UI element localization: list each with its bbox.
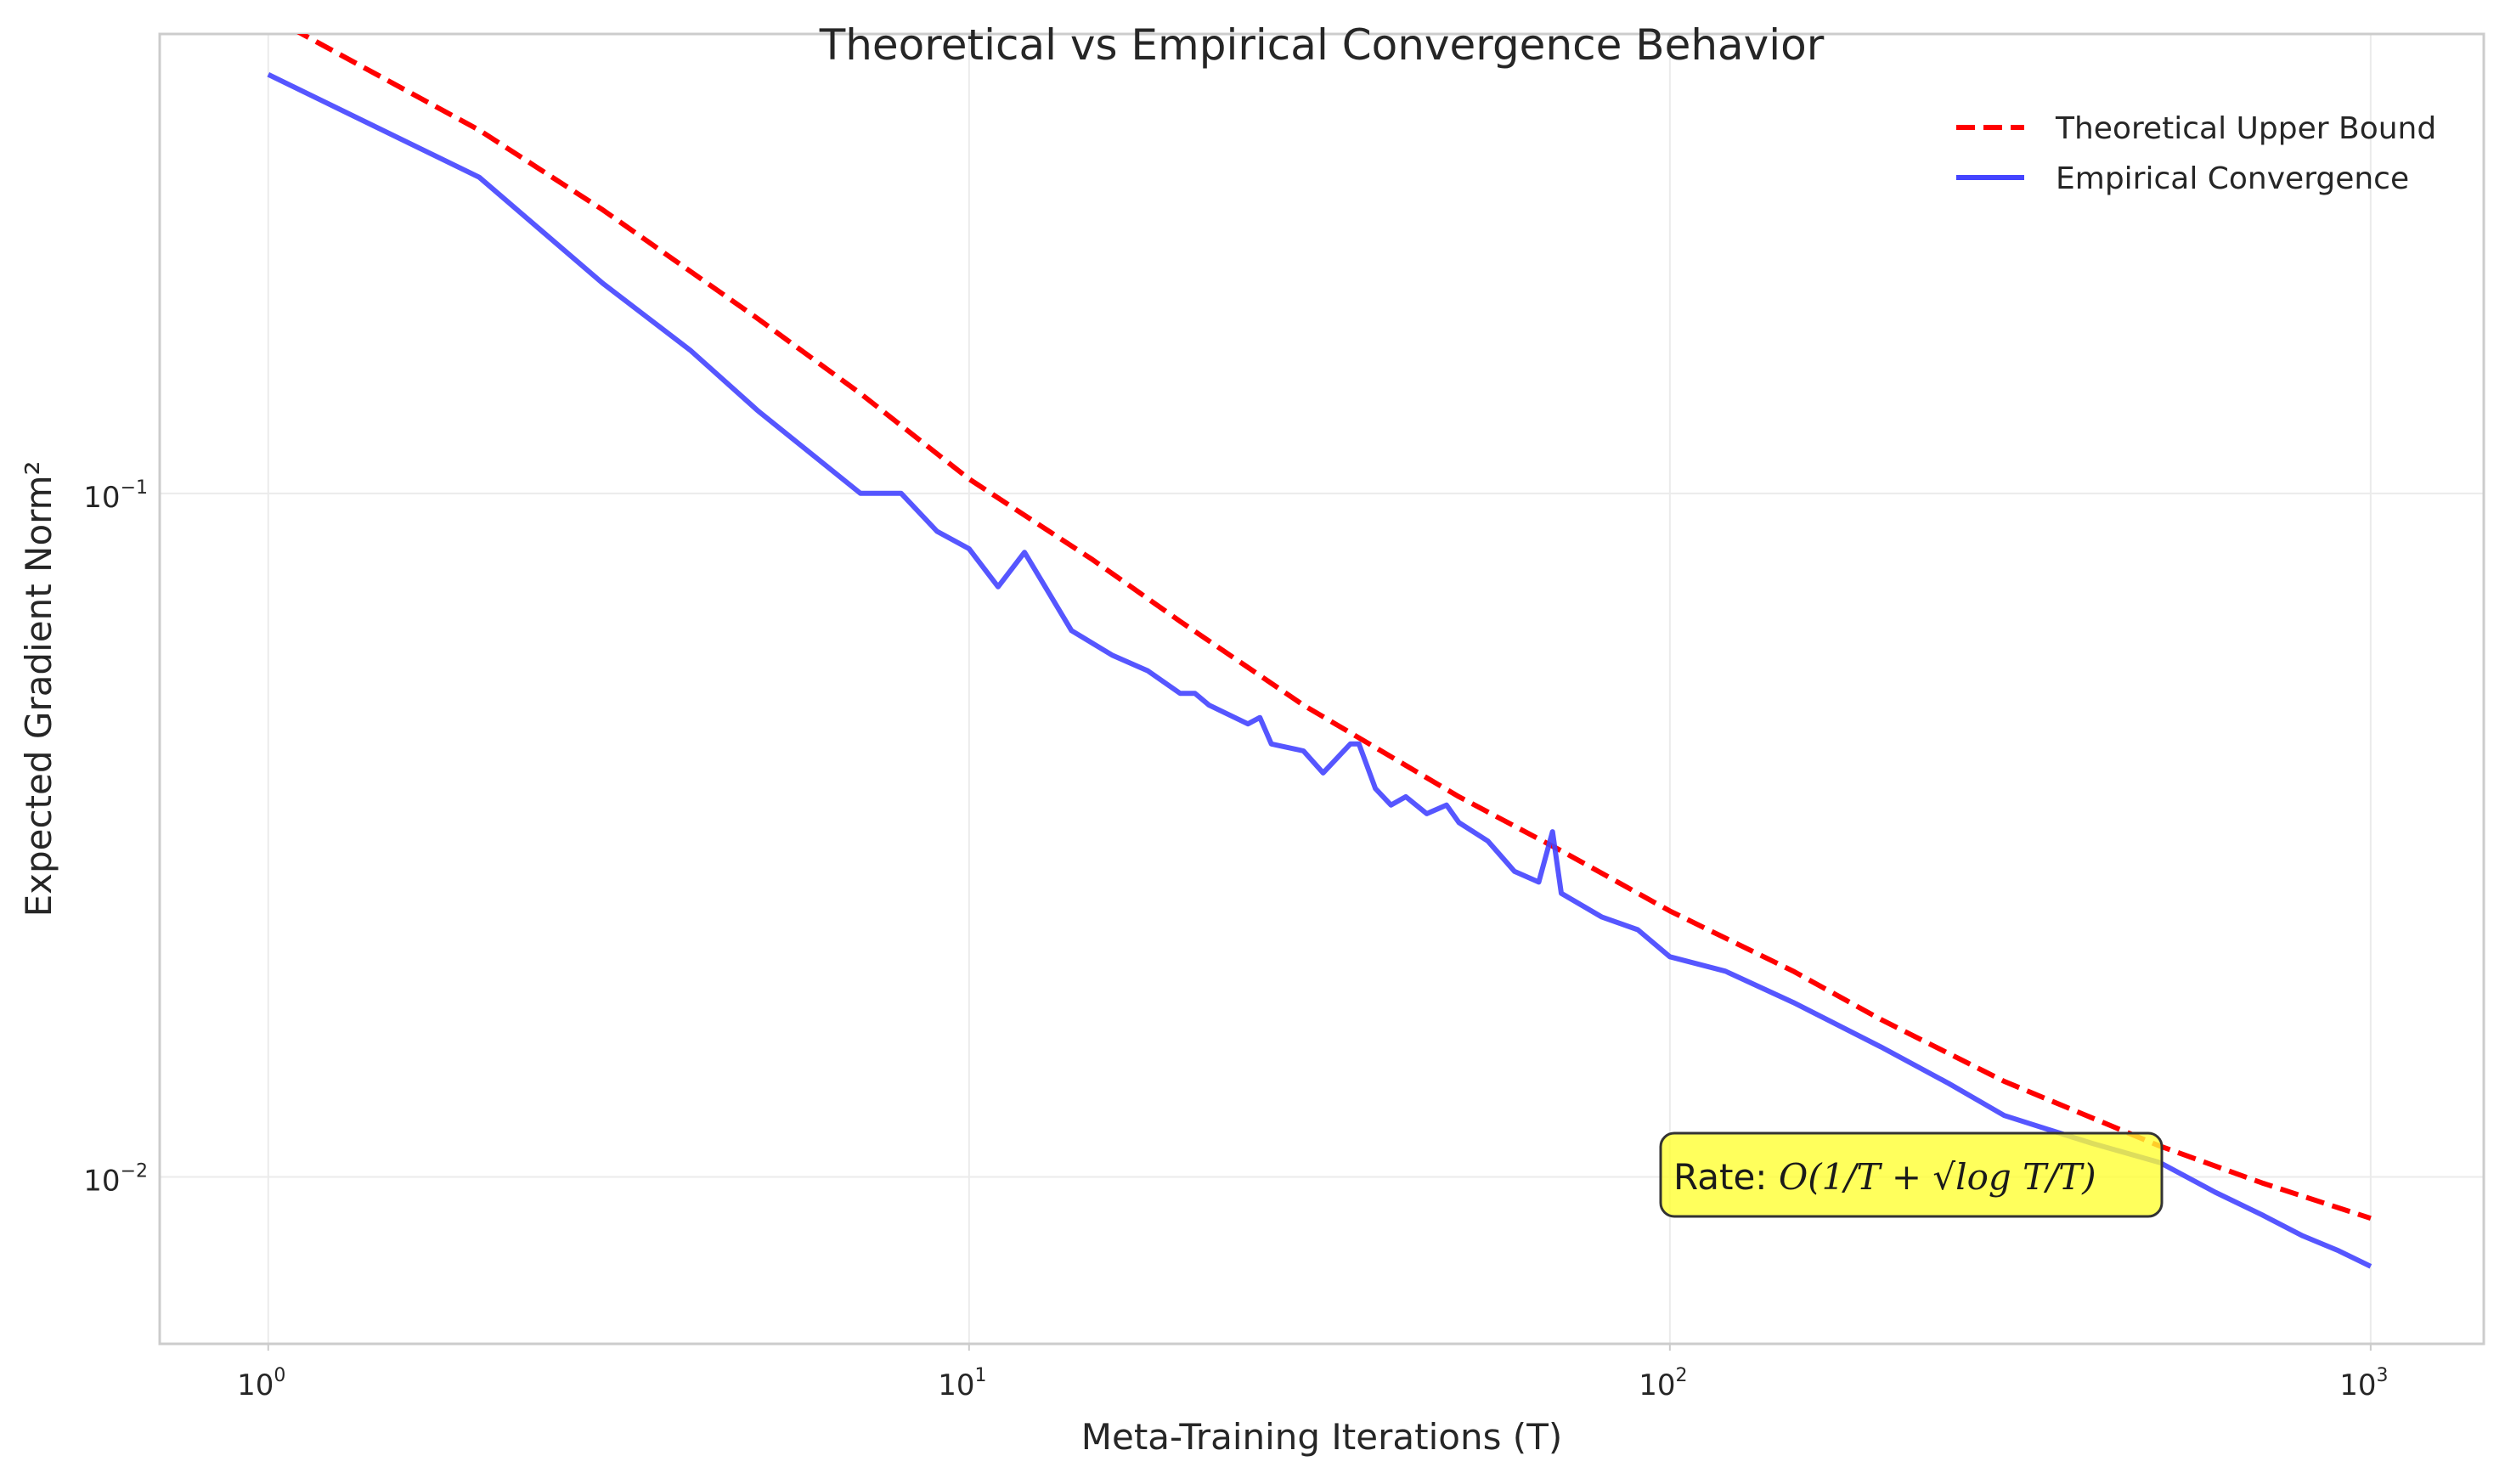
x-tick-label: 103 bbox=[2339, 1365, 2388, 1402]
x-tick-label: 102 bbox=[1639, 1365, 1687, 1402]
legend-label-empirical: Empirical Convergence bbox=[2056, 161, 2409, 196]
y-axis-label: Expected Gradient Norm² bbox=[18, 461, 59, 917]
y-tick-label: 10−1 bbox=[83, 477, 148, 515]
chart-title: Theoretical vs Empirical Convergence Beh… bbox=[819, 20, 1825, 70]
rate-annotation-box bbox=[1659, 1131, 2164, 1218]
rate-annotation-formula: O(1/T + √log T/T) bbox=[1779, 1156, 2096, 1198]
series-layer bbox=[267, 34, 2372, 1269]
rate-annotation-prefix: Rate: bbox=[1673, 1156, 1779, 1198]
legend-label-theoretical: Theoretical Upper Bound bbox=[2055, 111, 2436, 146]
y-tick-labels: 10−1 10−2 bbox=[83, 477, 148, 1199]
y-tick-label: 10−2 bbox=[83, 1161, 148, 1199]
legend: Theoretical Upper Bound Empirical Conver… bbox=[1956, 111, 2436, 196]
x-tick-label: 100 bbox=[237, 1365, 285, 1402]
series-line-empirical bbox=[267, 72, 2372, 1269]
rate-annotation-text: Rate: O(1/T + √log T/T) bbox=[1673, 1156, 2096, 1198]
plot-frame bbox=[158, 32, 2485, 1346]
x-tick-label: 101 bbox=[938, 1365, 986, 1402]
x-axis-label: Meta-Training Iterations (T) bbox=[1081, 1416, 1562, 1458]
rate-annotation: Rate: O(1/T + √log T/T) bbox=[1659, 1131, 2164, 1218]
x-tick-labels: 100 101 102 103 bbox=[237, 1344, 2389, 1402]
series-line-theoretical bbox=[296, 34, 2372, 1222]
